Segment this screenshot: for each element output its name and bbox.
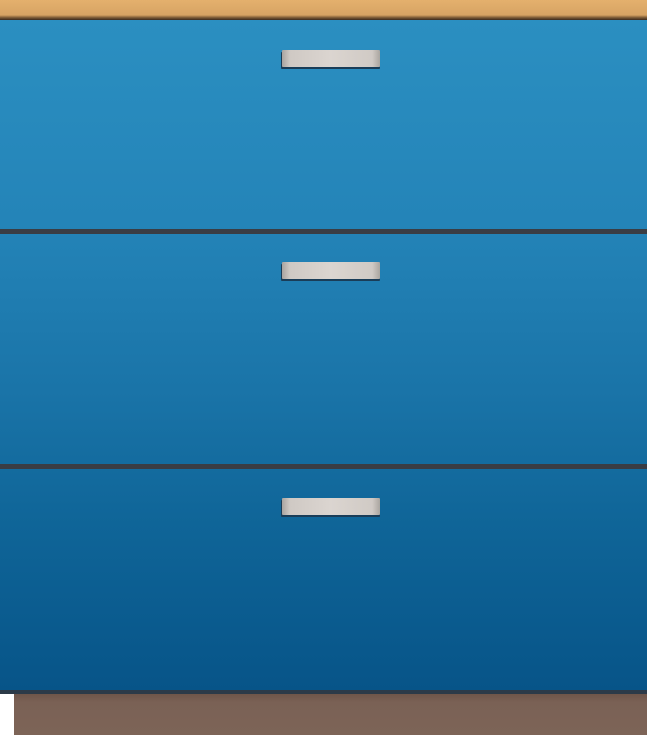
kickboard (14, 694, 647, 735)
cabinet-body (0, 20, 647, 692)
drawer-divider (0, 464, 647, 469)
cabinet-bottom-edge (0, 690, 647, 694)
drawer-divider (0, 229, 647, 234)
drawer-handle-icon (282, 262, 380, 279)
countertop (0, 0, 647, 20)
drawer-handle-icon (282, 50, 380, 67)
drawer-handle-icon (282, 498, 380, 515)
